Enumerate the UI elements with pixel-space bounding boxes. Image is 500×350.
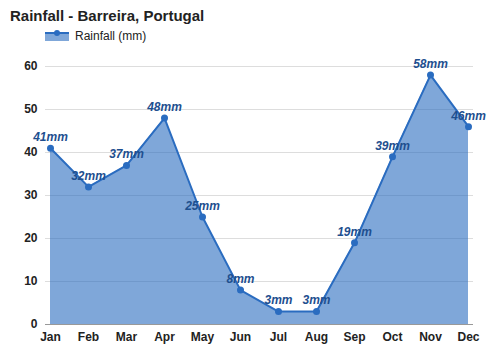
svg-text:30: 30 [24,188,38,202]
svg-text:Feb: Feb [78,330,99,344]
html-text:Rainfall (mm): Rainfall (mm) [75,29,147,43]
svg-text:46mm: 46mm [450,109,486,123]
html-text:Rainfall - Barreira, Portugal: Rainfall - Barreira, Portugal [10,7,205,24]
svg-text:60: 60 [24,59,38,73]
svg-text:8mm: 8mm [226,272,254,286]
svg-text:19mm: 19mm [337,225,372,239]
svg-text:Mar: Mar [116,330,138,344]
svg-text:3mm: 3mm [264,293,292,307]
svg-text:Aug: Aug [305,330,328,344]
svg-text:37mm: 37mm [109,147,144,161]
svg-text:Jul: Jul [270,330,287,344]
svg-text:32mm: 32mm [71,169,106,183]
svg-text:Oct: Oct [382,330,402,344]
svg-text:40: 40 [24,145,38,159]
svg-text:25mm: 25mm [184,199,220,213]
svg-text:20: 20 [24,231,38,245]
svg-text:Dec: Dec [457,330,479,344]
svg-text:10: 10 [24,274,38,288]
svg-text:48mm: 48mm [146,100,182,114]
svg-text:3mm: 3mm [302,293,330,307]
svg-text:39mm: 39mm [375,139,410,153]
svg-text:Jan: Jan [40,330,61,344]
svg-text:Jun: Jun [230,330,251,344]
svg-text:Nov: Nov [419,330,442,344]
svg-text:41mm: 41mm [32,130,68,144]
svg-text:50: 50 [24,102,38,116]
svg-text:0: 0 [31,317,38,331]
svg-text:Sep: Sep [343,330,365,344]
svg-text:58mm: 58mm [413,57,448,71]
svg-text:May: May [191,330,215,344]
svg-text:Apr: Apr [154,330,175,344]
